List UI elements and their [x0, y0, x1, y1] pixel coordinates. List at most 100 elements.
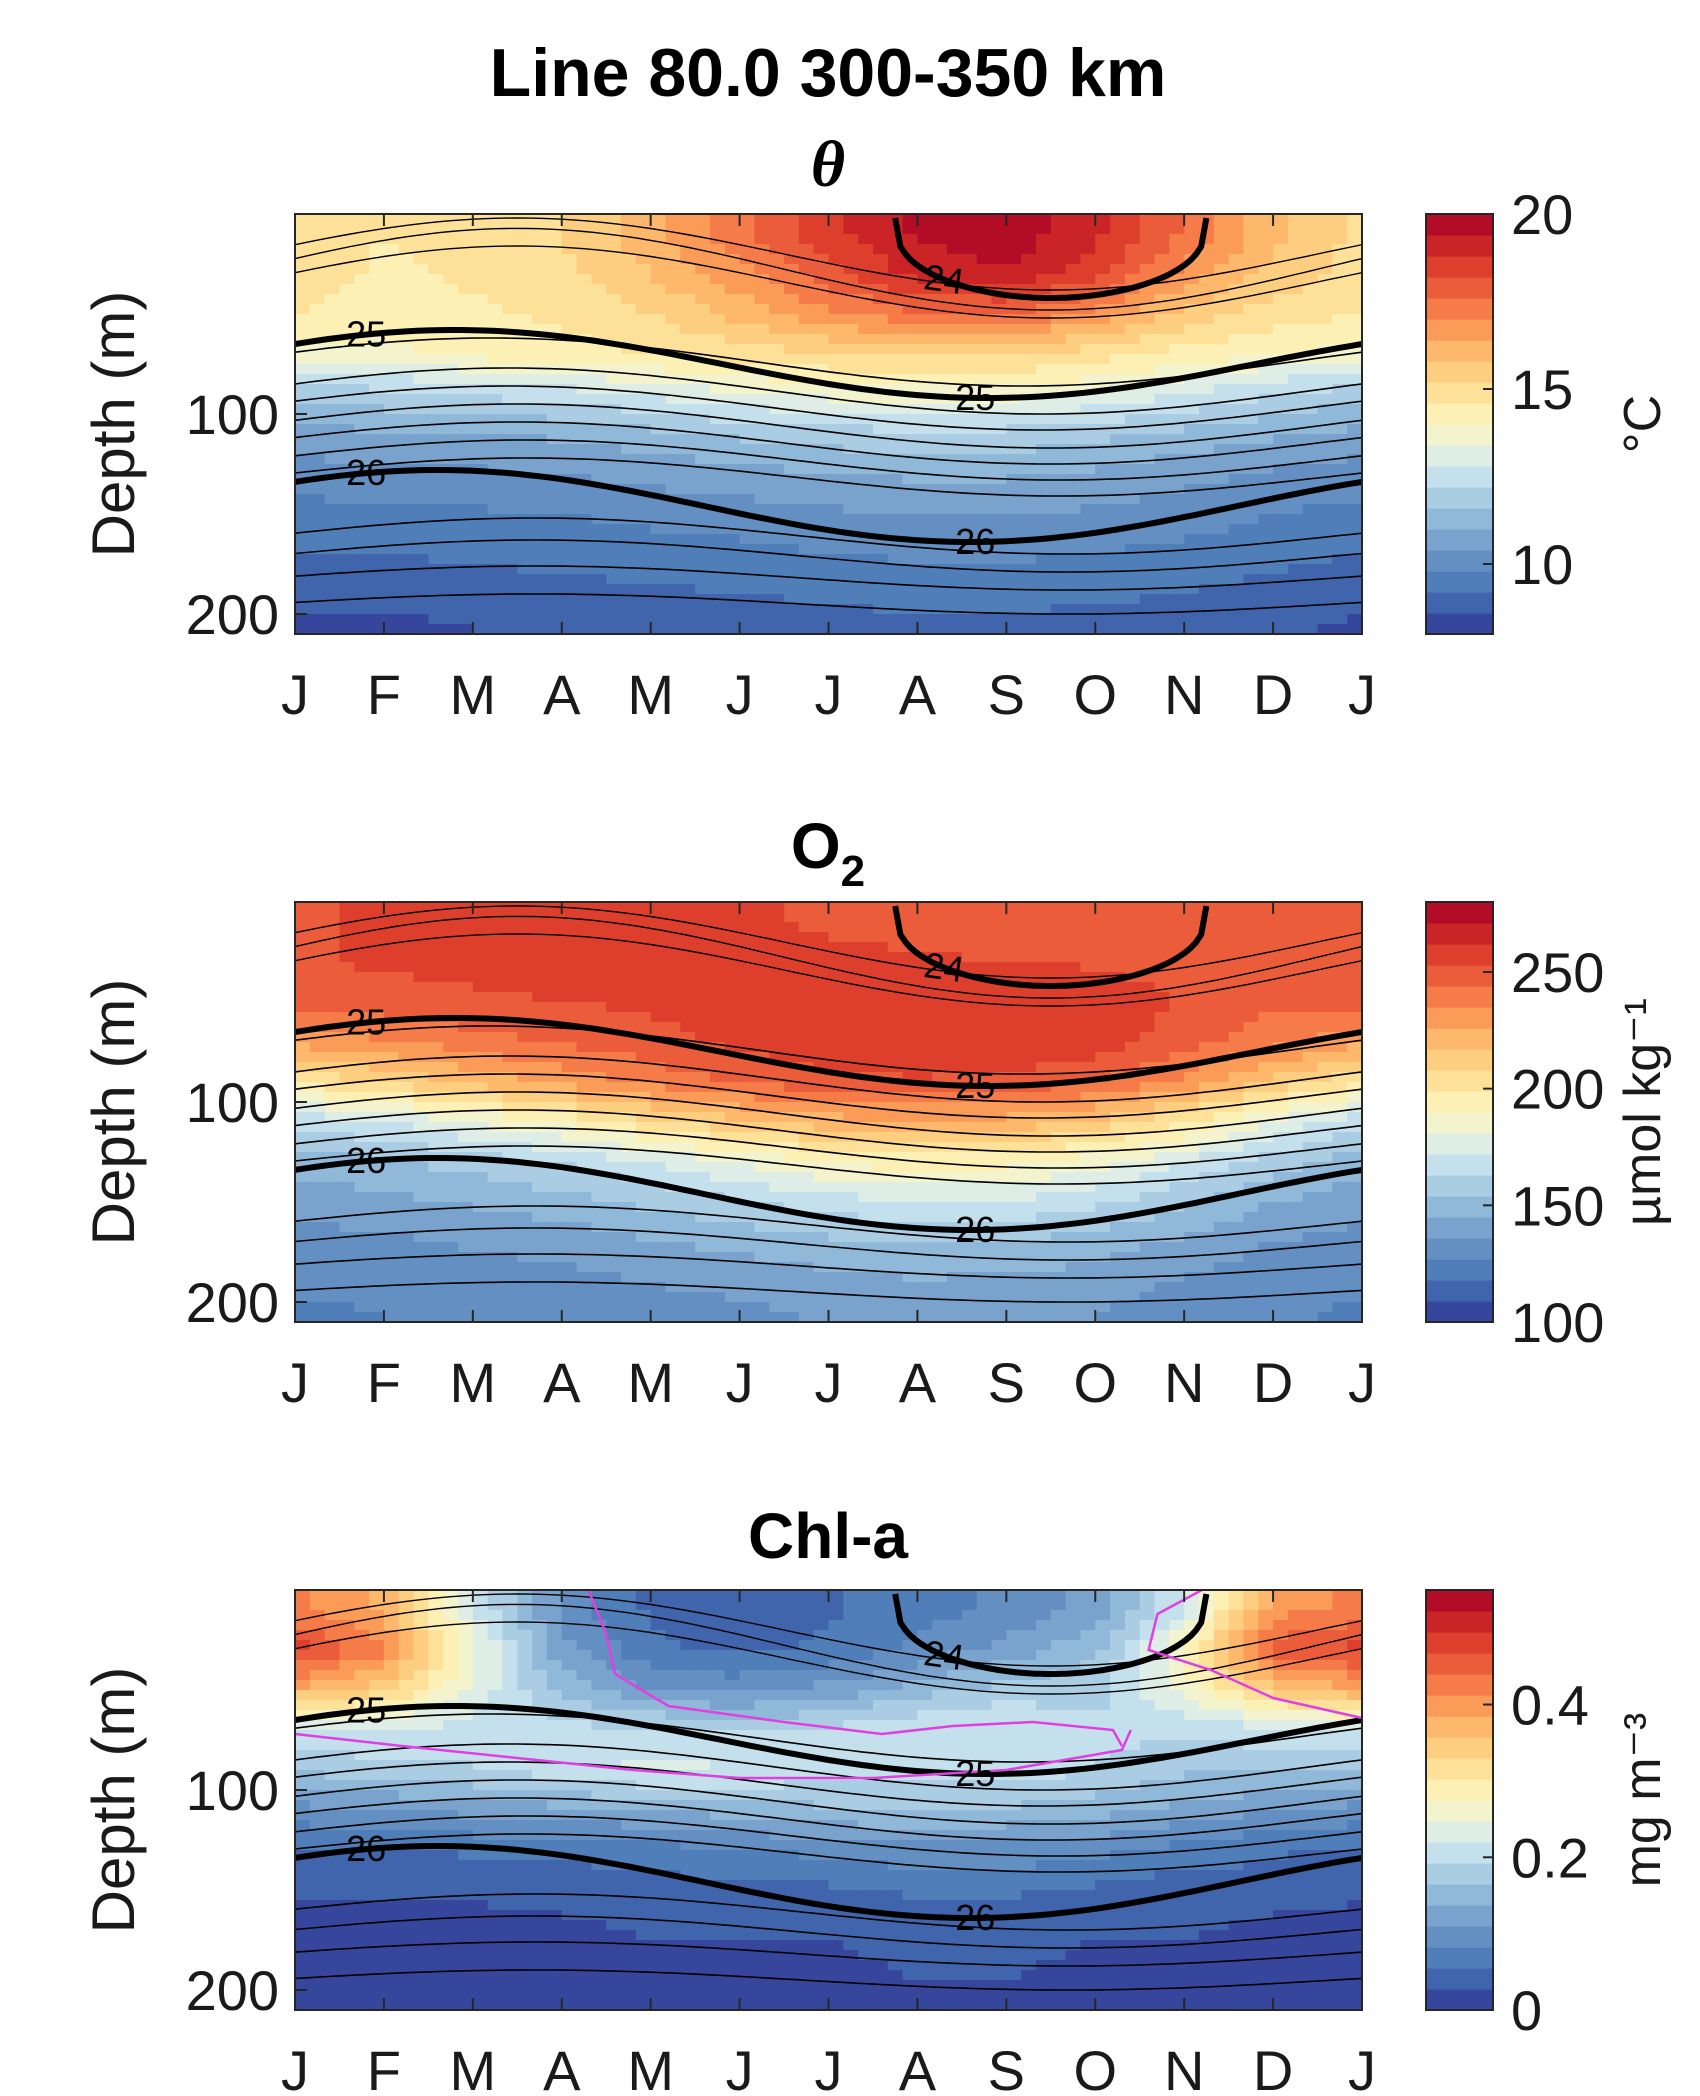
- heatmap-cell: [739, 414, 756, 425]
- heatmap-cell: [413, 274, 430, 285]
- heatmap-cell: [887, 314, 904, 325]
- heatmap-cell: [902, 972, 919, 983]
- heatmap-cell: [695, 972, 711, 983]
- heatmap-cell: [1095, 234, 1111, 245]
- heatmap-cell: [383, 1022, 400, 1033]
- heatmap-cell: [754, 504, 771, 515]
- heatmap-cell: [1035, 364, 1052, 375]
- heatmap-cell: [872, 1002, 889, 1013]
- heatmap-cell: [1065, 344, 1082, 355]
- heatmap-cell: [872, 544, 889, 555]
- heatmap-cell: [1347, 564, 1362, 575]
- heatmap-cell: [546, 234, 563, 245]
- heatmap-cell: [591, 1102, 608, 1113]
- heatmap-cell: [665, 464, 682, 475]
- heatmap-cell: [858, 294, 874, 305]
- heatmap-cell: [695, 294, 711, 305]
- heatmap-cell: [1110, 1142, 1126, 1153]
- heatmap-cell: [309, 534, 326, 545]
- heatmap-cell: [1035, 952, 1052, 963]
- heatmap-cell: [1332, 1062, 1348, 1073]
- heatmap-cell: [784, 394, 800, 405]
- heatmap-cell: [1273, 1012, 1289, 1023]
- heatmap-cell: [932, 304, 948, 315]
- heatmap-cell: [813, 224, 830, 235]
- heatmap-cell: [991, 294, 1008, 305]
- heatmap-cell: [961, 344, 978, 355]
- heatmap-cell: [798, 504, 815, 515]
- heatmap-cell: [502, 1032, 519, 1043]
- heatmap-cell: [1228, 294, 1245, 305]
- heatmap-cell: [798, 354, 815, 365]
- heatmap-cell: [813, 304, 830, 315]
- heatmap-cell: [1124, 564, 1141, 575]
- heatmap-cell: [1021, 384, 1037, 395]
- heatmap-cell: [961, 304, 978, 315]
- heatmap-cell: [339, 484, 356, 495]
- heatmap-cell: [798, 1032, 815, 1043]
- heatmap-cell: [546, 992, 563, 1003]
- heatmap-cell: [902, 314, 919, 325]
- heatmap-cell: [887, 1102, 904, 1113]
- heatmap-cell: [1124, 464, 1141, 475]
- heatmap-cell: [1154, 992, 1171, 1003]
- heatmap-cell: [784, 494, 800, 505]
- heatmap-cell: [621, 554, 637, 565]
- heatmap-cell: [784, 1012, 800, 1023]
- heatmap-cell: [517, 952, 533, 963]
- heatmap-cell: [991, 314, 1008, 325]
- heatmap-cell: [1050, 1142, 1067, 1153]
- heatmap-cell: [1228, 304, 1245, 315]
- heatmap-cell: [665, 1112, 682, 1123]
- heatmap-cell: [1139, 1142, 1156, 1153]
- heatmap-cell: [828, 902, 845, 913]
- heatmap-cell: [1050, 1082, 1067, 1093]
- heatmap-cell: [309, 922, 326, 933]
- heatmap-cell: [1228, 334, 1245, 345]
- heatmap-cell: [665, 1142, 682, 1153]
- heatmap-cell: [858, 404, 874, 415]
- heatmap-cell: [443, 922, 459, 933]
- heatmap-cell: [472, 314, 489, 325]
- heatmap-cell: [1258, 504, 1274, 515]
- heatmap-cell: [902, 992, 919, 1003]
- heatmap-cell: [843, 1152, 859, 1163]
- heatmap-cell: [1110, 1042, 1126, 1053]
- heatmap-cell: [872, 574, 889, 585]
- heatmap-cell: [769, 624, 785, 634]
- heatmap-cell: [724, 464, 741, 475]
- heatmap-cell: [413, 544, 430, 555]
- colorbar-band: [1426, 571, 1493, 593]
- heatmap-cell: [784, 504, 800, 515]
- heatmap-cell: [621, 344, 637, 355]
- heatmap-cell: [517, 384, 533, 395]
- heatmap-cell: [1021, 902, 1037, 913]
- heatmap-cell: [813, 264, 830, 275]
- heatmap-cell: [769, 1042, 785, 1053]
- heatmap-cell: [739, 584, 756, 595]
- heatmap-cell: [947, 952, 963, 963]
- heatmap-cell: [295, 1152, 311, 1163]
- heatmap-cell: [932, 244, 948, 255]
- heatmap-cell: [591, 534, 608, 545]
- heatmap-cell: [1273, 264, 1289, 275]
- heatmap-cell: [1080, 942, 1097, 953]
- heatmap-cell: [695, 334, 711, 345]
- heatmap-cell: [502, 314, 519, 325]
- heatmap-cell: [1287, 624, 1304, 634]
- heatmap-cell: [295, 234, 311, 245]
- heatmap-cell: [1124, 1132, 1141, 1143]
- heatmap-cell: [324, 942, 341, 953]
- heatmap-cell: [1095, 404, 1111, 415]
- heatmap-cell: [398, 264, 415, 275]
- heatmap-cell: [917, 604, 934, 615]
- heatmap-cell: [606, 902, 622, 913]
- heatmap-cell: [1287, 234, 1304, 245]
- heatmap-cell: [813, 962, 830, 973]
- heatmap-cell: [295, 564, 311, 575]
- heatmap-cell: [1035, 1002, 1052, 1013]
- heatmap-cell: [947, 324, 963, 335]
- heatmap-cell: [1228, 484, 1245, 495]
- heatmap-cell: [709, 1032, 726, 1043]
- heatmap-cell: [354, 962, 370, 973]
